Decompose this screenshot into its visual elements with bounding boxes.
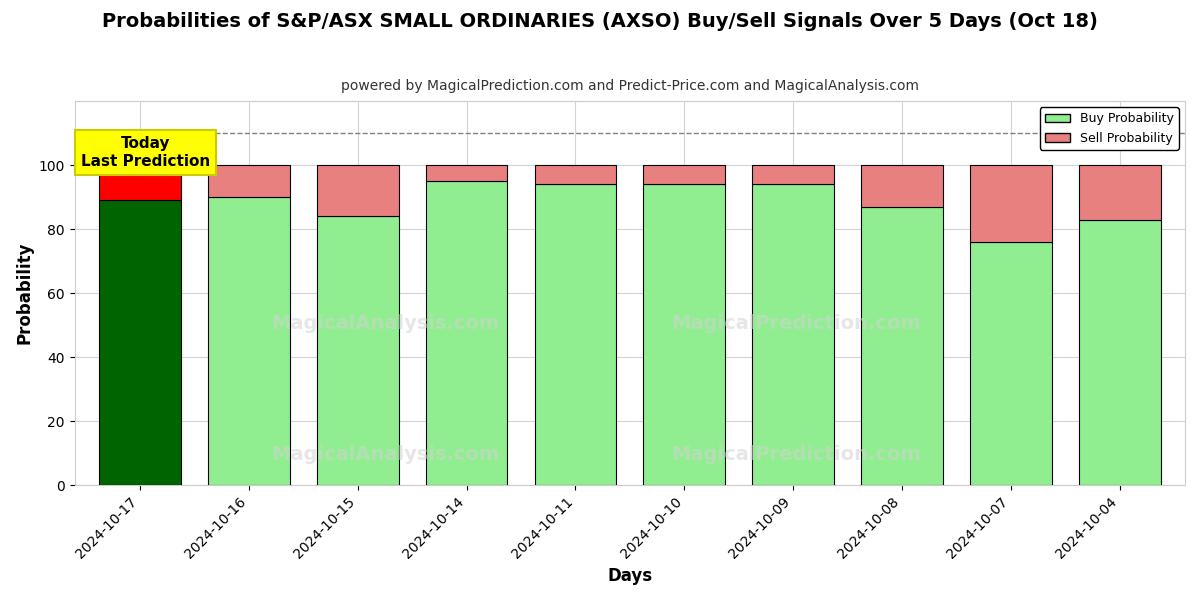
Bar [534, 165, 617, 184]
Bar [317, 165, 398, 217]
Bar [970, 242, 1051, 485]
Text: MagicalPrediction.com: MagicalPrediction.com [672, 445, 922, 464]
Bar [317, 217, 398, 485]
Text: Today
Last Prediction: Today Last Prediction [80, 136, 210, 169]
Bar [752, 184, 834, 485]
Bar [1079, 220, 1160, 485]
Bar [208, 165, 289, 197]
Bar [862, 207, 943, 485]
Bar [426, 165, 508, 181]
Bar [208, 197, 289, 485]
Text: Probabilities of S&P/ASX SMALL ORDINARIES (AXSO) Buy/Sell Signals Over 5 Days (O: Probabilities of S&P/ASX SMALL ORDINARIE… [102, 12, 1098, 31]
Text: MagicalAnalysis.com: MagicalAnalysis.com [271, 314, 499, 334]
Y-axis label: Probability: Probability [16, 242, 34, 344]
Bar [862, 165, 943, 207]
Bar [643, 165, 725, 184]
Text: MagicalPrediction.com: MagicalPrediction.com [672, 314, 922, 334]
Bar [426, 181, 508, 485]
Title: powered by MagicalPrediction.com and Predict-Price.com and MagicalAnalysis.com: powered by MagicalPrediction.com and Pre… [341, 79, 919, 93]
Bar [100, 200, 181, 485]
Bar [970, 165, 1051, 242]
Bar [534, 184, 617, 485]
X-axis label: Days: Days [607, 567, 653, 585]
Bar [1079, 165, 1160, 220]
Legend: Buy Probability, Sell Probability: Buy Probability, Sell Probability [1040, 107, 1178, 149]
Bar [643, 184, 725, 485]
Bar [752, 165, 834, 184]
Bar [100, 165, 181, 200]
Text: MagicalAnalysis.com: MagicalAnalysis.com [271, 445, 499, 464]
